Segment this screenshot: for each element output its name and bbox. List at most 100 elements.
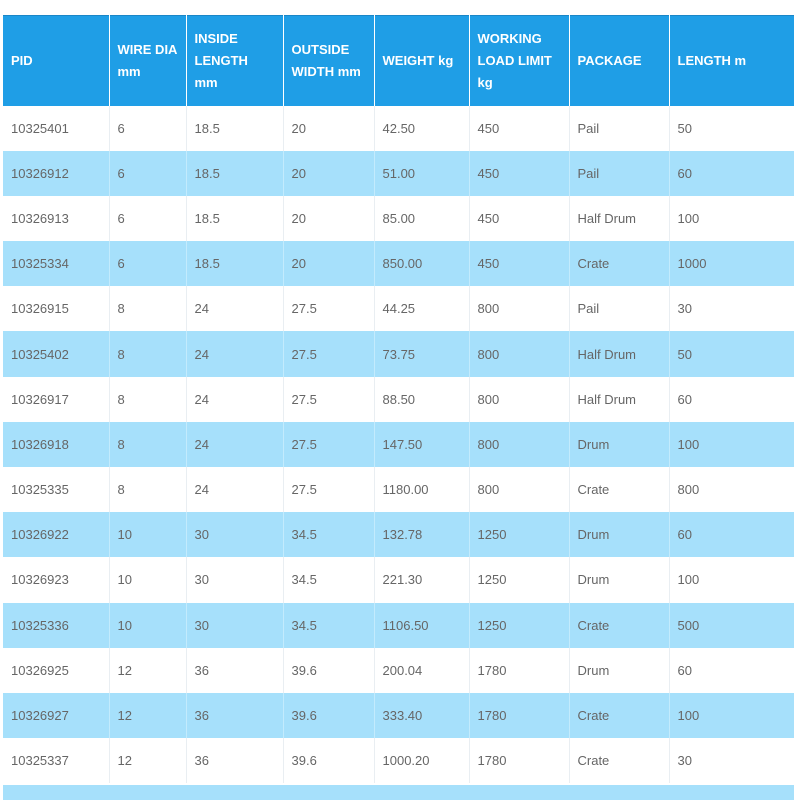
cell-pid: 10325337	[3, 738, 110, 784]
cell-working-load-limit: 800	[469, 286, 570, 332]
cell-weight: 1180.00	[374, 467, 470, 513]
cell-pid: 10326918	[3, 421, 110, 467]
cell-weight: 85.00	[374, 195, 470, 242]
cell-outside-width: 34.5	[283, 602, 375, 648]
cell-inside-length: 24	[186, 331, 284, 377]
cell-working-load-limit: 450	[469, 105, 570, 151]
table-row: 10326927 12 36 39.6 333.40 1780 Crate 100	[3, 692, 794, 739]
header-inside-length: INSIDE LENGTH mm	[186, 15, 284, 106]
cell-package: Pail	[569, 105, 670, 151]
cell-pid: 10326925	[3, 647, 110, 693]
cell-package: Drum	[569, 421, 670, 467]
cell-weight: 88.50	[374, 376, 470, 422]
cell-package: Crate	[569, 241, 670, 287]
cell-outside-width: 20	[283, 150, 375, 196]
cell-package: Crate	[569, 602, 670, 648]
cell-working-load-limit: 800	[469, 421, 570, 467]
cell-pid: 10326912	[3, 150, 110, 196]
cell-length: 500	[677, 617, 700, 633]
cell-wire-dia: 6	[109, 241, 187, 287]
cell-length: 100	[677, 210, 700, 226]
cell-weight: 333.40	[374, 692, 470, 739]
header-pid: PID	[3, 15, 110, 106]
cell-wire-dia: 6	[109, 150, 187, 196]
cell-weight: 42.50	[374, 105, 470, 151]
cell-pid: 10326917	[3, 376, 110, 422]
table-header: PID WIRE DIA mm INSIDE LENGTH mm OUTSIDE…	[3, 15, 794, 106]
cell-weight: 44.25	[374, 286, 470, 332]
table-row: 10326922 10 30 34.5 132.78 1250 Drum 60	[3, 512, 794, 558]
cell-length: 60	[677, 165, 692, 181]
cell-length: 50	[677, 346, 692, 362]
cell-length: 800	[677, 482, 700, 498]
cell-package: Drum	[569, 557, 670, 603]
table-body: 10325401 6 18.5 20 42.50 450 Pail 50 10326912 6 18…	[3, 105, 794, 784]
cell-working-load-limit: 800	[469, 467, 570, 513]
product-specs-table: PID WIRE DIA mm INSIDE LENGTH mm OUTSIDE…	[3, 15, 794, 784]
cell-weight: 1106.50	[374, 602, 470, 648]
cell-working-load-limit: 800	[469, 331, 570, 377]
cell-working-load-limit: 800	[469, 376, 570, 422]
cell-package: Pail	[569, 286, 670, 332]
cell-package: Pail	[569, 150, 670, 196]
cell-package: Drum	[569, 512, 670, 558]
cell-working-load-limit: 1780	[469, 738, 570, 784]
table-row: 10325337 12 36 39.6 1000.20 1780 Crate 30	[3, 738, 794, 784]
cell-working-load-limit: 450	[469, 195, 570, 242]
header-weight: WEIGHT kg	[374, 15, 470, 106]
table-row: 10326913 6 18.5 20 85.00 450 Half Drum 100	[3, 195, 794, 242]
cell-outside-width: 20	[283, 105, 375, 151]
cell-outside-width: 27.5	[283, 376, 375, 422]
cell-length: 100	[677, 708, 700, 724]
cell-outside-width: 39.6	[283, 692, 375, 739]
table-row: 10325334 6 18.5 20 850.00 450 Crate 1000	[3, 241, 794, 287]
cell-package: Crate	[569, 738, 670, 784]
cell-package: Crate	[569, 692, 670, 739]
cell-pid: 10325401	[3, 105, 110, 151]
cell-pid: 10326923	[3, 557, 110, 603]
cell-length: 60	[677, 662, 692, 678]
cell-wire-dia: 12	[109, 692, 187, 739]
cell-inside-length: 24	[186, 467, 284, 513]
cell-working-load-limit: 450	[469, 150, 570, 196]
cell-pid: 10326922	[3, 512, 110, 558]
cell-inside-length: 36	[186, 647, 284, 693]
cell-package: Drum	[569, 647, 670, 693]
table-row: 10326923 10 30 34.5 221.30 1250 Drum 100	[3, 557, 794, 603]
cell-wire-dia: 6	[109, 105, 187, 151]
cell-inside-length: 18.5	[186, 105, 284, 151]
cell-weight: 73.75	[374, 331, 470, 377]
cell-length: 30	[677, 753, 692, 769]
header-length: LENGTH m	[669, 15, 794, 106]
cell-outside-width: 27.5	[283, 467, 375, 513]
table-row: 10326925 12 36 39.6 200.04 1780 Drum 60	[3, 647, 794, 693]
cell-package: Crate	[569, 467, 670, 513]
table-row: 10325336 10 30 34.5 1106.50 1250 Crate 500	[3, 602, 794, 648]
cell-inside-length: 18.5	[186, 195, 284, 242]
cell-working-load-limit: 1250	[469, 512, 570, 558]
cell-inside-length: 18.5	[186, 150, 284, 196]
header-package: PACKAGE	[569, 15, 670, 106]
cell-length: 50	[677, 120, 692, 136]
cell-pid: 10325336	[3, 602, 110, 648]
cell-pid: 10325402	[3, 331, 110, 377]
cell-length: 30	[677, 301, 692, 317]
header-wire-dia: WIRE DIA mm	[109, 15, 187, 106]
cell-length: 60	[677, 527, 692, 543]
table-row: 10326917 8 24 27.5 88.50 800 Half Drum 60	[3, 376, 794, 422]
cell-working-load-limit: 1780	[469, 647, 570, 693]
cell-pid: 10325334	[3, 241, 110, 287]
cell-pid: 10326927	[3, 692, 110, 739]
header-row: PID WIRE DIA mm INSIDE LENGTH mm OUTSIDE…	[3, 15, 794, 106]
cell-outside-width: 20	[283, 241, 375, 287]
cell-wire-dia: 8	[109, 421, 187, 467]
cell-weight: 850.00	[374, 241, 470, 287]
cell-pid: 10326915	[3, 286, 110, 332]
cell-weight: 51.00	[374, 150, 470, 196]
cell-inside-length: 18.5	[186, 241, 284, 287]
cell-wire-dia: 8	[109, 286, 187, 332]
table-row: 10325402 8 24 27.5 73.75 800 Half Drum 50	[3, 331, 794, 377]
cell-pid: 10325335	[3, 467, 110, 513]
cell-outside-width: 39.6	[283, 738, 375, 784]
cell-length: 1000	[677, 256, 707, 272]
